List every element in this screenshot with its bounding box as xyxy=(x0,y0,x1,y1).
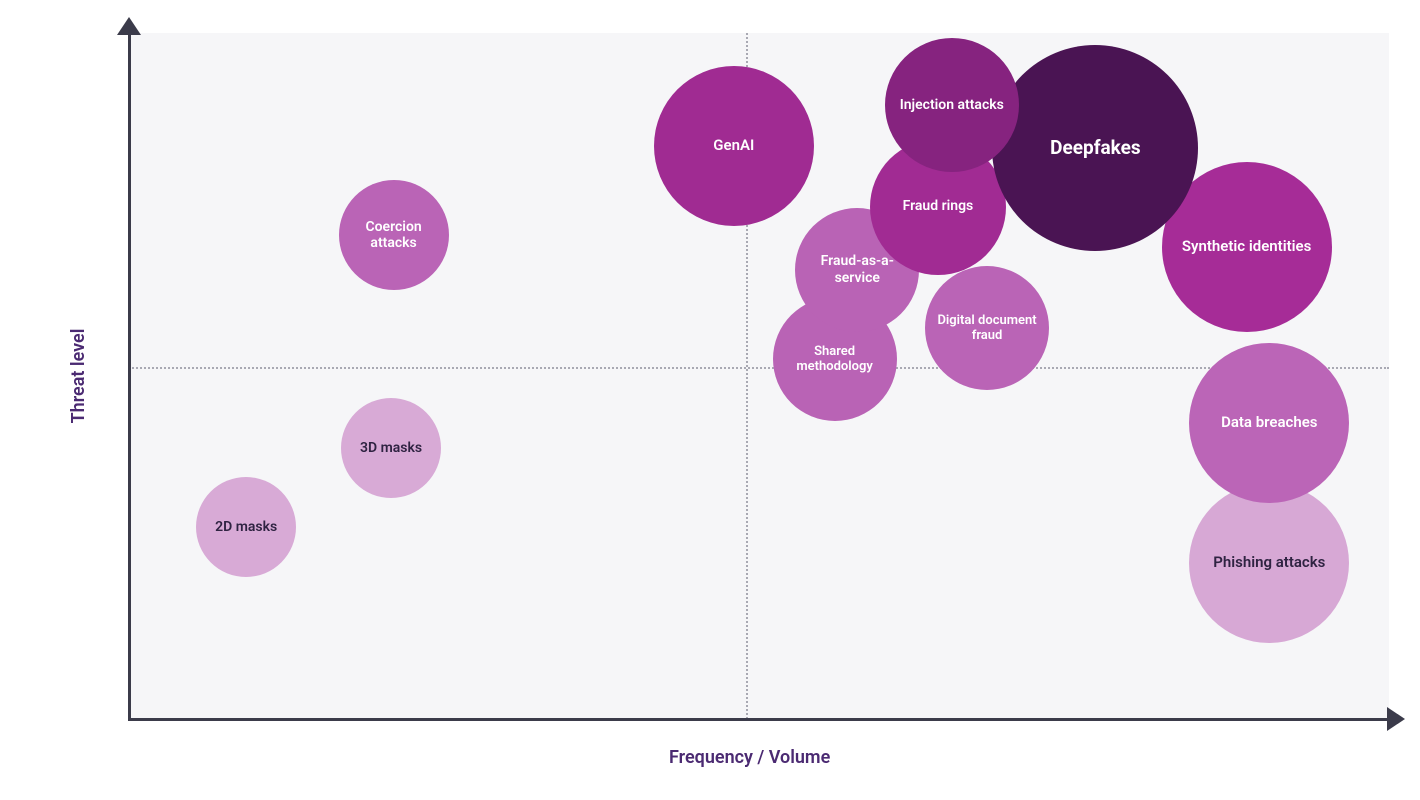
x-axis-arrow-icon xyxy=(1387,707,1405,731)
bubble-label: Fraud rings xyxy=(903,198,974,215)
bubble-label: Deepfakes xyxy=(1050,137,1141,159)
bubble-phishing-attacks: Phishing attacks xyxy=(1189,483,1349,643)
bubble-2d-masks: 2D masks xyxy=(196,477,296,577)
bubble-3d-masks: 3D masks xyxy=(341,398,441,498)
bubble-label: Phishing attacks xyxy=(1213,554,1325,572)
y-axis-label: Threat level xyxy=(68,329,89,424)
bubble-label: Synthetic identities xyxy=(1182,238,1311,256)
bubble-label: 3D masks xyxy=(360,440,422,457)
bubble-label: Digital document fraud xyxy=(937,313,1038,344)
bubble-label: Shared methodology xyxy=(784,344,885,375)
chart-stage: Deepfakes Injection attacks GenAI Fraud rin… xyxy=(0,0,1420,800)
bubble-label: Injection attacks xyxy=(900,97,1004,114)
bubble-data-breaches: Data breaches xyxy=(1189,343,1349,503)
gridline-horizontal-mid xyxy=(129,367,1389,369)
x-axis-label: Frequency / Volume xyxy=(669,747,830,768)
bubble-deepfakes: Deepfakes xyxy=(992,45,1198,251)
bubble-label: Coercion attacks xyxy=(350,219,438,252)
bubble-coercion-attacks: Coercion attacks xyxy=(339,180,449,290)
y-axis-label-text: Threat level xyxy=(68,329,89,424)
bubble-label: 2D masks xyxy=(215,519,277,536)
bubble-label: GenAI xyxy=(713,137,754,155)
bubble-label: Data breaches xyxy=(1221,414,1317,432)
y-axis-line xyxy=(128,29,131,721)
x-axis-label-text: Frequency / Volume xyxy=(669,747,830,768)
bubble-digital-doc-fraud: Digital document fraud xyxy=(925,266,1049,390)
y-axis-arrow-icon xyxy=(117,17,141,35)
bubble-injection-attacks: Injection attacks xyxy=(885,38,1019,172)
x-axis-line xyxy=(128,718,1394,721)
bubble-genai: GenAI xyxy=(654,66,814,226)
